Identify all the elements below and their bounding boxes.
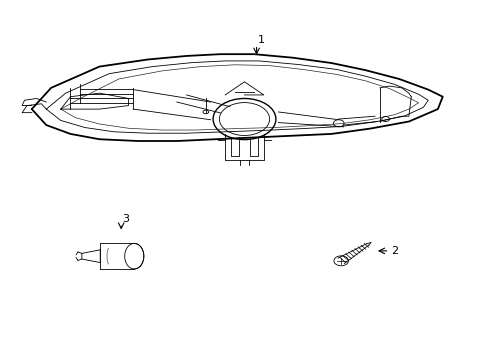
Text: 2: 2 [390, 246, 397, 256]
Ellipse shape [333, 256, 348, 266]
Text: 3: 3 [122, 214, 129, 224]
Text: 1: 1 [257, 35, 264, 45]
